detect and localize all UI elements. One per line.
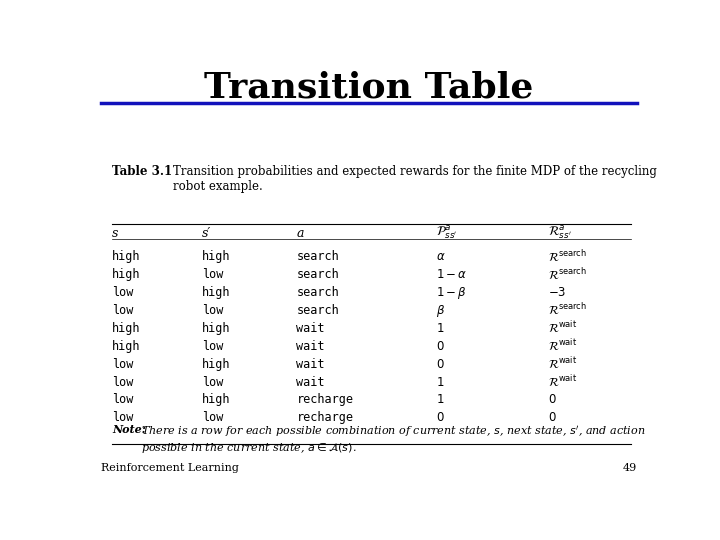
Text: $\alpha$: $\alpha$ — [436, 251, 446, 264]
Text: search: search — [297, 286, 339, 299]
Text: low: low — [202, 375, 223, 389]
Text: $-3$: $-3$ — [547, 286, 566, 299]
Text: $1-\beta$: $1-\beta$ — [436, 285, 467, 301]
Text: $\mathcal{R}^{\mathrm{wait}}$: $\mathcal{R}^{\mathrm{wait}}$ — [547, 320, 577, 336]
Text: high: high — [202, 286, 230, 299]
Text: $1$: $1$ — [436, 322, 444, 335]
Text: high: high — [202, 322, 230, 335]
Text: $\mathcal{R}^{\mathrm{search}}$: $\mathcal{R}^{\mathrm{search}}$ — [547, 267, 587, 283]
Text: $\mathcal{R}^{a}_{ss'}$: $\mathcal{R}^{a}_{ss'}$ — [547, 224, 572, 242]
Text: high: high — [202, 251, 230, 264]
Text: $\mathcal{R}^{\mathrm{wait}}$: $\mathcal{R}^{\mathrm{wait}}$ — [547, 356, 577, 372]
Text: $\mathcal{R}^{\mathrm{wait}}$: $\mathcal{R}^{\mathrm{wait}}$ — [547, 374, 577, 390]
Text: high: high — [112, 322, 141, 335]
Text: s′: s′ — [202, 227, 211, 240]
Text: wait: wait — [297, 375, 325, 389]
Text: high: high — [112, 268, 141, 281]
Text: high: high — [202, 357, 230, 370]
Text: $1-\alpha$: $1-\alpha$ — [436, 268, 467, 281]
Text: $\mathcal{R}^{\mathrm{wait}}$: $\mathcal{R}^{\mathrm{wait}}$ — [547, 339, 577, 354]
Text: $1$: $1$ — [436, 394, 444, 407]
Text: wait: wait — [297, 357, 325, 370]
Text: low: low — [112, 375, 134, 389]
Text: There is a row for each possible combination of current state, $s$, next state, : There is a row for each possible combina… — [141, 424, 646, 455]
Text: $0$: $0$ — [436, 357, 444, 370]
Text: a: a — [297, 227, 304, 240]
Text: wait: wait — [297, 340, 325, 353]
Text: search: search — [297, 304, 339, 317]
Text: low: low — [112, 411, 134, 424]
Text: low: low — [112, 286, 134, 299]
Text: $\beta$: $\beta$ — [436, 302, 445, 319]
Text: low: low — [202, 304, 223, 317]
Text: Reinforcement Learning: Reinforcement Learning — [101, 463, 239, 473]
Text: low: low — [112, 357, 134, 370]
Text: Transition Table: Transition Table — [204, 71, 534, 105]
Text: search: search — [297, 268, 339, 281]
Text: high: high — [202, 394, 230, 407]
Text: $\mathcal{P}^{a}_{ss'}$: $\mathcal{P}^{a}_{ss'}$ — [436, 224, 457, 242]
Text: low: low — [202, 268, 223, 281]
Text: 49: 49 — [623, 463, 637, 473]
Text: low: low — [112, 304, 134, 317]
Text: low: low — [202, 411, 223, 424]
Text: $\mathcal{R}^{\mathrm{search}}$: $\mathcal{R}^{\mathrm{search}}$ — [547, 302, 587, 319]
Text: high: high — [112, 340, 141, 353]
Text: $1$: $1$ — [436, 375, 444, 389]
Text: search: search — [297, 251, 339, 264]
Text: $0$: $0$ — [436, 340, 444, 353]
Text: low: low — [202, 340, 223, 353]
Text: Note:: Note: — [112, 424, 146, 435]
Text: $0$: $0$ — [547, 411, 556, 424]
Text: recharge: recharge — [297, 394, 354, 407]
Text: $\mathcal{R}^{\mathrm{search}}$: $\mathcal{R}^{\mathrm{search}}$ — [547, 249, 587, 265]
Text: $0$: $0$ — [436, 411, 444, 424]
Text: Table 3.1: Table 3.1 — [112, 165, 173, 178]
Text: Transition probabilities and expected rewards for the finite MDP of the recyclin: Transition probabilities and expected re… — [173, 165, 657, 193]
Text: $0$: $0$ — [547, 394, 556, 407]
Text: wait: wait — [297, 322, 325, 335]
Text: high: high — [112, 251, 141, 264]
Text: recharge: recharge — [297, 411, 354, 424]
Text: s: s — [112, 227, 119, 240]
Text: low: low — [112, 394, 134, 407]
